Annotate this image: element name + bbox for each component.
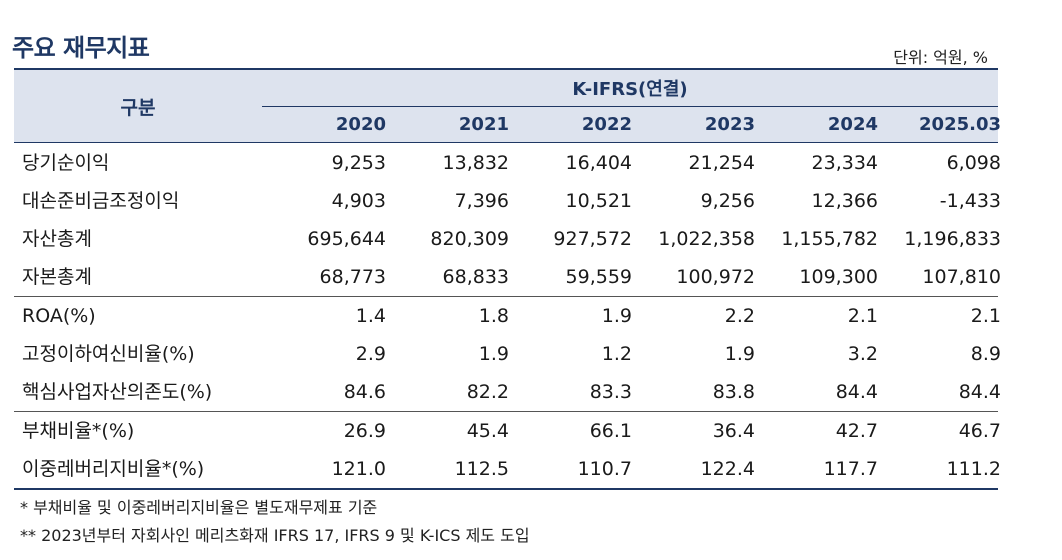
group-divider [14,296,998,297]
table-row: 이중레버리지비율*(%) 121.0 112.5 110.7 122.4 117… [14,450,1001,488]
cell: 59,559 [565,266,632,288]
row-label: 대손준비금조정이익 [22,190,180,212]
cell: 109,300 [799,266,878,288]
cell: 695,644 [307,228,386,250]
table-row: 고정이하여신비율(%) 2.9 1.9 1.2 1.9 3.2 8.9 [14,335,1001,373]
cell: 1,196,833 [904,228,1001,250]
table-row: 대손준비금조정이익 4,903 7,396 10,521 9,256 12,36… [14,182,1001,220]
cell: 82.2 [466,381,509,403]
cell: 68,833 [442,266,509,288]
cell: 1.2 [601,343,632,365]
unit-label: 단위: 억원, % [893,48,988,67]
cell: 83.3 [589,381,632,403]
page-title: 주요 재무지표 [12,34,150,62]
cell: 3.2 [847,343,878,365]
cell: 1.9 [724,343,755,365]
cell: 26.9 [343,420,386,442]
cell: 1.8 [478,305,509,327]
cell: 42.7 [835,420,878,442]
table-row: 당기순이익 9,253 13,832 16,404 21,254 23,334 … [14,144,1001,182]
cell: 1.9 [601,305,632,327]
row-label-header: 구분 [120,96,156,119]
table-bottom-border [14,488,998,490]
cell: 23,334 [811,152,878,174]
year-header-2024: 2024 [827,114,878,135]
table-row: 핵심사업자산의존도(%) 84.6 82.2 83.3 83.8 84.4 84… [14,373,1001,411]
cell: 9,253 [331,152,386,174]
cell: 2.1 [847,305,878,327]
year-header-2020: 2020 [335,114,386,135]
row-label: ROA(%) [22,305,96,327]
table-row: 자본총계 68,773 68,833 59,559 100,972 109,30… [14,258,1001,296]
cell: 927,572 [553,228,632,250]
cell: 13,832 [442,152,509,174]
table-header: 구분 K-IFRS(연결) 2020 2021 2022 2023 2024 2… [14,70,1001,142]
cell: 45.4 [466,420,509,442]
cell: 8.9 [970,343,1001,365]
table-top-border [14,68,998,70]
row-label: 부채비율*(%) [22,420,135,442]
cell: 12,366 [811,190,878,212]
cell: 9,256 [700,190,755,212]
cell: 111.2 [946,458,1001,480]
cell: 7,396 [454,190,509,212]
row-label: 자본총계 [22,266,92,288]
group-divider [14,411,998,412]
cell: 84.4 [835,381,878,403]
cell: 820,309 [430,228,509,250]
year-header-2021: 2021 [458,114,509,135]
cell: 121.0 [331,458,386,480]
cell: 4,903 [331,190,386,212]
year-header-2023: 2023 [704,114,755,135]
cell: 122.4 [700,458,755,480]
row-label: 자산총계 [22,228,92,250]
group-header: K-IFRS(연결) [572,79,688,100]
cell: 2.9 [355,343,386,365]
cell: 107,810 [922,266,1001,288]
cell: 66.1 [589,420,632,442]
footnote-1: * 부채비율 및 이중레버리지비율은 별도재무제표 기준 [20,498,378,517]
cell: 2.2 [724,305,755,327]
year-header-2025-03: 2025.03 [919,114,1001,135]
cell: 83.8 [712,381,755,403]
cell: 1.9 [478,343,509,365]
cell: 36.4 [712,420,755,442]
header-divider [262,106,998,107]
header-bottom-border [14,142,998,143]
cell: 1,155,782 [781,228,878,250]
cell: 110.7 [577,458,632,480]
cell: 2.1 [970,305,1001,327]
cell: 16,404 [565,152,632,174]
table-row: ROA(%) 1.4 1.8 1.9 2.2 2.1 2.1 [14,297,1001,335]
cell: 21,254 [688,152,755,174]
table-row: 부채비율*(%) 26.9 45.4 66.1 36.4 42.7 46.7 [14,412,1001,450]
table-row: 자산총계 695,644 820,309 927,572 1,022,358 1… [14,220,1001,258]
cell: 100,972 [676,266,755,288]
cell: 1,022,358 [658,228,755,250]
row-label: 핵심사업자산의존도(%) [22,381,213,403]
cell: 84.4 [958,381,1001,403]
cell: -1,433 [939,190,1001,212]
cell: 46.7 [958,420,1001,442]
cell: 6,098 [946,152,1001,174]
row-label: 당기순이익 [22,152,110,174]
row-label: 이중레버리지비율*(%) [22,458,205,480]
row-label: 고정이하여신비율(%) [22,343,195,365]
footnote-2: ** 2023년부터 자회사인 메리츠화재 IFRS 17, IFRS 9 및 … [20,526,530,545]
cell: 84.6 [343,381,386,403]
cell: 112.5 [454,458,509,480]
cell: 117.7 [823,458,878,480]
cell: 68,773 [319,266,386,288]
cell: 10,521 [565,190,632,212]
cell: 1.4 [355,305,386,327]
year-header-2022: 2022 [581,114,632,135]
